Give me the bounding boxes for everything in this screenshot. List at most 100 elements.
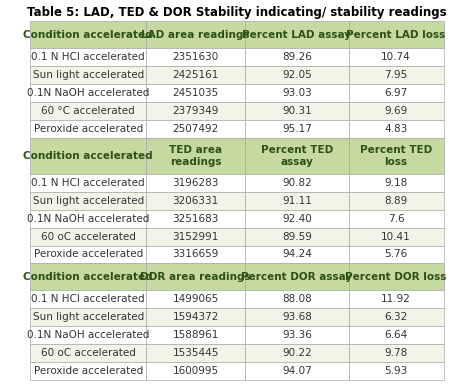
Text: 8.89: 8.89 (384, 195, 408, 206)
Bar (245, 326, 348, 344)
Bar (245, 192, 348, 210)
Text: 0.1 N HCl accelerated: 0.1 N HCl accelerated (31, 52, 145, 62)
Text: 3152991: 3152991 (173, 232, 219, 242)
Bar (30, 66, 146, 84)
Bar (348, 362, 444, 380)
Text: Percent LAD assay: Percent LAD assay (242, 30, 351, 40)
Text: 3251683: 3251683 (173, 214, 219, 223)
Text: 89.59: 89.59 (282, 232, 312, 242)
Bar (245, 102, 348, 120)
Text: 90.82: 90.82 (282, 178, 312, 188)
Bar (348, 308, 444, 326)
Bar (245, 174, 348, 192)
Text: 89.26: 89.26 (282, 52, 312, 62)
Text: 6.32: 6.32 (384, 312, 408, 322)
Text: 10.41: 10.41 (381, 232, 411, 242)
Text: Percent DOR assay: Percent DOR assay (241, 272, 353, 282)
Text: 0.1 N HCl accelerated: 0.1 N HCl accelerated (31, 295, 145, 305)
Text: TED area
readings: TED area readings (169, 144, 222, 167)
Text: 93.68: 93.68 (282, 312, 312, 322)
Text: 9.18: 9.18 (384, 178, 408, 188)
Text: Sun light accelerated: Sun light accelerated (33, 70, 144, 80)
Bar (348, 290, 444, 308)
Text: 0.1N NaOH accelerated: 0.1N NaOH accelerated (27, 330, 149, 340)
Bar (146, 120, 245, 138)
Bar (146, 228, 245, 245)
Bar (245, 290, 348, 308)
Text: 3196283: 3196283 (173, 178, 219, 188)
Text: 1588961: 1588961 (173, 330, 219, 340)
Bar (30, 326, 146, 344)
Bar (245, 210, 348, 228)
Bar (30, 210, 146, 228)
Bar (348, 245, 444, 263)
Text: 92.05: 92.05 (282, 70, 312, 80)
Bar (348, 210, 444, 228)
Text: 5.76: 5.76 (384, 250, 408, 260)
Text: Condition accelerated: Condition accelerated (23, 151, 153, 161)
Text: 0.1N NaOH accelerated: 0.1N NaOH accelerated (27, 214, 149, 223)
Bar (146, 210, 245, 228)
Text: 6.97: 6.97 (384, 88, 408, 98)
Bar (348, 228, 444, 245)
Text: 6.64: 6.64 (384, 330, 408, 340)
Text: 60 oC accelerated: 60 oC accelerated (41, 232, 136, 242)
Text: 2451035: 2451035 (173, 88, 219, 98)
Bar (348, 84, 444, 102)
Text: 2351630: 2351630 (173, 52, 219, 62)
Bar (348, 102, 444, 120)
Bar (245, 120, 348, 138)
Bar (245, 263, 348, 290)
Text: Peroxide accelerated: Peroxide accelerated (34, 366, 143, 376)
Bar (245, 228, 348, 245)
Text: Percent TED
loss: Percent TED loss (360, 144, 432, 167)
Bar (30, 245, 146, 263)
Bar (30, 102, 146, 120)
Text: 93.36: 93.36 (282, 330, 312, 340)
Bar (146, 192, 245, 210)
Bar (146, 84, 245, 102)
Text: 0.1N NaOH accelerated: 0.1N NaOH accelerated (27, 88, 149, 98)
Text: Percent LAD loss: Percent LAD loss (346, 30, 446, 40)
Text: 1535445: 1535445 (173, 348, 219, 358)
Text: 7.6: 7.6 (388, 214, 404, 223)
Bar (348, 138, 444, 174)
Bar (146, 326, 245, 344)
Text: 3316659: 3316659 (173, 250, 219, 260)
Bar (245, 21, 348, 48)
Bar (245, 48, 348, 66)
Bar (30, 21, 146, 48)
Bar (30, 290, 146, 308)
Bar (146, 48, 245, 66)
Text: Percent TED
assay: Percent TED assay (261, 144, 333, 167)
Bar (245, 84, 348, 102)
Text: Condition accelerated: Condition accelerated (23, 30, 153, 40)
Bar (30, 344, 146, 362)
Text: 92.40: 92.40 (282, 214, 312, 223)
Bar (146, 21, 245, 48)
Bar (348, 21, 444, 48)
Bar (348, 66, 444, 84)
Bar (30, 228, 146, 245)
Text: 60 °C accelerated: 60 °C accelerated (41, 106, 135, 116)
Bar (30, 120, 146, 138)
Text: 95.17: 95.17 (282, 124, 312, 134)
Text: 93.03: 93.03 (282, 88, 312, 98)
Bar (146, 174, 245, 192)
Bar (245, 245, 348, 263)
Bar (30, 48, 146, 66)
Text: 90.31: 90.31 (282, 106, 312, 116)
Text: Table 5: LAD, TED & DOR Stability indicating/ stability readings: Table 5: LAD, TED & DOR Stability indica… (27, 6, 447, 19)
Bar (30, 308, 146, 326)
Bar (30, 263, 146, 290)
Text: 2507492: 2507492 (173, 124, 219, 134)
Bar (30, 192, 146, 210)
Text: 0.1 N HCl accelerated: 0.1 N HCl accelerated (31, 178, 145, 188)
Bar (30, 138, 146, 174)
Text: 10.74: 10.74 (381, 52, 411, 62)
Bar (348, 192, 444, 210)
Text: DOR area readings: DOR area readings (140, 272, 251, 282)
Bar (348, 48, 444, 66)
Bar (146, 308, 245, 326)
Bar (245, 308, 348, 326)
